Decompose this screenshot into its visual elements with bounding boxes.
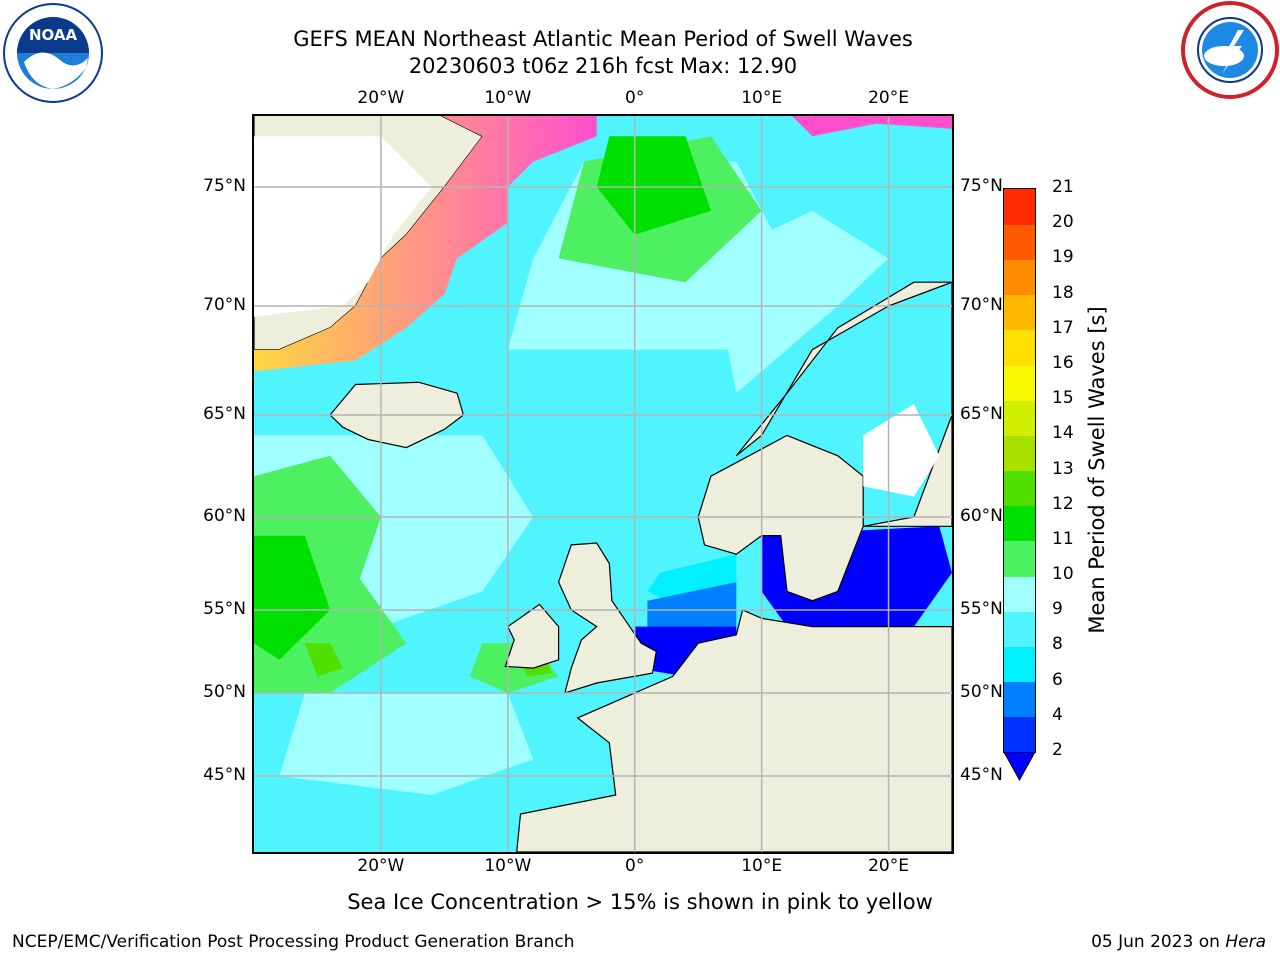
lon-tick-label-bottom: 10°E: [741, 856, 783, 876]
land-europe-mainland: [516, 609, 952, 852]
lat-tick-label-right: 45°N: [960, 765, 1003, 785]
lat-tick-label-right: 70°N: [960, 295, 1003, 315]
lat-tick-label-left: 60°N: [203, 506, 246, 526]
colorbar-segment: [1004, 611, 1035, 648]
period-10-11-north: [596, 136, 711, 235]
chart-title: GEFS MEAN Northeast Atlantic Mean Period…: [293, 26, 913, 80]
colorbar-segment: [1004, 576, 1035, 612]
colorbar-segment: [1004, 400, 1035, 436]
nws-logo-icon: [1180, 0, 1280, 100]
gulf-of-bothnia: [863, 404, 940, 497]
colorbar-segment: [1004, 189, 1035, 225]
sea-ice-note: Sea Ice Concentration > 15% is shown in …: [347, 890, 933, 914]
lon-tick-label-top: 20°W: [357, 88, 405, 108]
colorbar-segment: [1004, 329, 1035, 366]
lon-tick-label-top: 0°: [625, 88, 645, 108]
lat-tick-label-right: 75°N: [960, 176, 1003, 196]
lon-tick-label-bottom: 0°: [625, 856, 645, 876]
colorbar-tick-label: 20: [1052, 212, 1074, 233]
lon-tick-label-top: 10°W: [484, 88, 532, 108]
colorbar-tick-label: 15: [1052, 388, 1074, 409]
lat-tick-label-left: 70°N: [203, 295, 246, 315]
colorbar-segment: [1004, 470, 1035, 507]
colorbar-tick-label: 19: [1052, 247, 1074, 268]
colorbar-segment: [1004, 540, 1035, 577]
colorbar-tick-label: 14: [1052, 423, 1074, 444]
colorbar-segment: [1004, 505, 1035, 542]
land-great-britain: [557, 542, 657, 694]
greenland-ice-sheet: [254, 136, 432, 317]
colorbar-tick-label: 21: [1052, 177, 1074, 197]
lat-tick-label-right: 65°N: [960, 404, 1003, 424]
footer-date: 05 Jun 2023 on Hera: [1091, 932, 1266, 952]
graticule: [254, 116, 952, 852]
lon-tick-label-top: 20°E: [868, 88, 909, 108]
colorbar-tick-label: 13: [1052, 458, 1074, 479]
title-line-1: GEFS MEAN Northeast Atlantic Mean Period…: [293, 27, 913, 51]
colorbar-tick-label: 10: [1052, 564, 1074, 585]
colorbar-underflow-triangle: [1003, 752, 1036, 782]
colorbar-segment: [1004, 294, 1035, 331]
colorbar-tick-label: 9: [1052, 599, 1063, 620]
colorbar-segment: [1004, 646, 1035, 683]
colorbar-segment: [1004, 224, 1035, 260]
footer-date-text: 05 Jun 2023 on: [1091, 932, 1226, 952]
land-masses: [254, 116, 952, 852]
noaa-logo-icon: NOAA: [2, 2, 104, 104]
lat-tick-label-left: 65°N: [203, 404, 246, 424]
colorbar-segment: [1004, 435, 1035, 472]
lon-tick-label-bottom: 20°W: [357, 856, 405, 876]
svg-text:NOAA: NOAA: [29, 26, 78, 44]
period-8-9-band-north: [710, 210, 889, 394]
footer-host: Hera: [1225, 932, 1266, 952]
colorbar-tick-label: 18: [1052, 282, 1074, 303]
sea-ice-overlay: [254, 116, 952, 372]
lon-tick-label-top: 10°E: [741, 88, 783, 108]
period-8-9-band-biscay-west: [279, 693, 534, 795]
lat-tick-label-left: 45°N: [203, 765, 246, 785]
colorbar: [1003, 188, 1036, 753]
lat-tick-label-left: 50°N: [203, 682, 246, 702]
colorbar-tick-label: 12: [1052, 493, 1074, 514]
colorbar-tick-label: 8: [1052, 634, 1063, 655]
lat-tick-label-left: 55°N: [203, 599, 246, 619]
lon-tick-label-bottom: 10°W: [484, 856, 532, 876]
period-under-2-southern-north-sea: [634, 626, 737, 677]
map-panel: [252, 114, 954, 854]
colorbar-tick-label: 17: [1052, 317, 1074, 338]
colorbar-segment: [1004, 716, 1035, 753]
sea-ice-svalbard: [792, 116, 952, 137]
period-11-12-patch: [304, 643, 343, 677]
title-line-2: 20230603 t06z 216h fcst Max: 12.90: [408, 54, 798, 78]
lat-tick-label-right: 60°N: [960, 506, 1003, 526]
swell-period-map: [254, 116, 952, 852]
colorbar-title: Mean Period of Swell Waves [s]: [1085, 306, 1109, 634]
lat-tick-label-left: 75°N: [203, 176, 246, 196]
footer-credit: NCEP/EMC/Verification Post Processing Pr…: [12, 932, 575, 952]
sea-ice-band: [254, 116, 597, 372]
lat-tick-label-right: 55°N: [960, 599, 1003, 619]
colorbar-segment: [1004, 259, 1035, 296]
colorbar-tick-label: 16: [1052, 352, 1074, 373]
colorbar-tick-label: 6: [1052, 669, 1063, 690]
period-10-11-west: [254, 535, 331, 660]
colorbar-tick-label: 4: [1052, 704, 1063, 725]
land-ireland: [504, 603, 560, 669]
colorbar-tick-label: 2: [1052, 740, 1063, 760]
colorbar-segment: [1004, 364, 1035, 401]
colorbar-segment: [1004, 681, 1035, 718]
lat-tick-label-right: 50°N: [960, 682, 1003, 702]
lon-tick-label-bottom: 20°E: [868, 856, 909, 876]
colorbar-tick-label: 11: [1052, 528, 1074, 549]
